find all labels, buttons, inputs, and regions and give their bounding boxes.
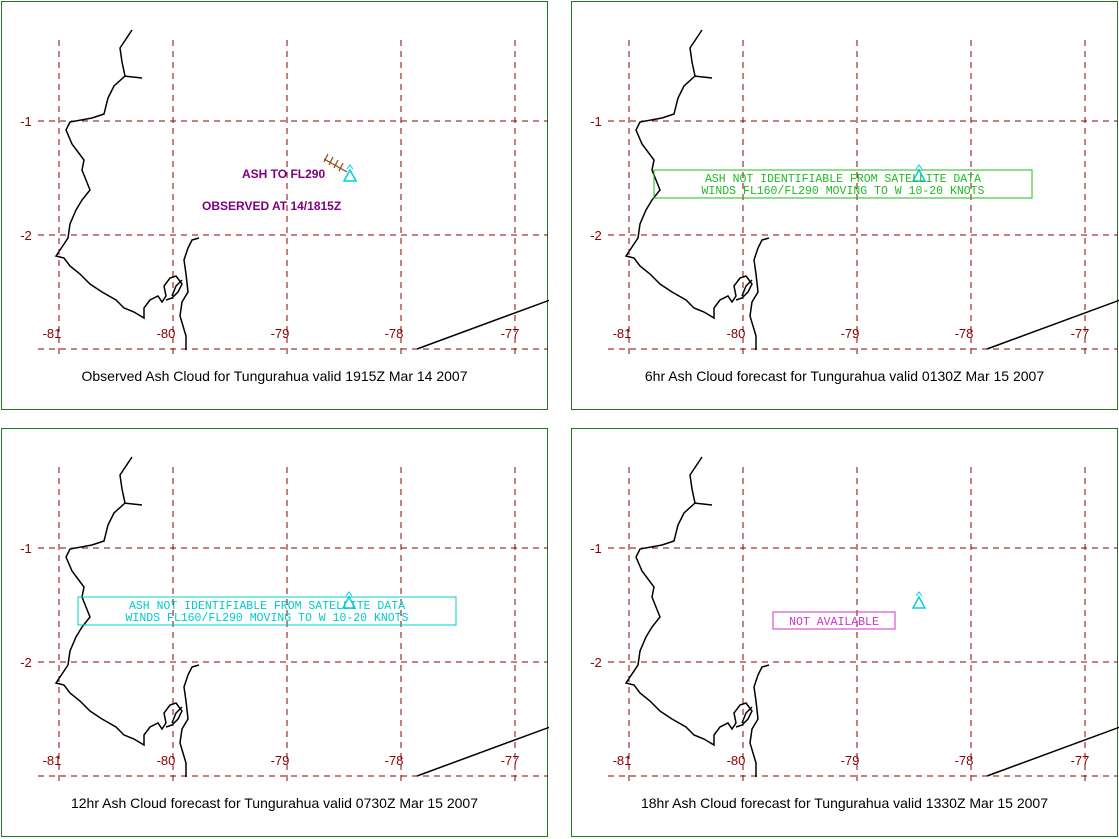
advisory-line-2: WINDS FL160/FL290 MOVING TO W 10-20 KNOT…	[126, 612, 409, 625]
lon-tick-label: -80	[157, 326, 176, 341]
coastline-path	[986, 726, 1119, 777]
panel-caption: 12hr Ash Cloud forecast for Tungurahua v…	[70, 795, 479, 811]
lon-tick-label: -77	[1071, 753, 1090, 768]
lat-tick-label: -2	[20, 655, 32, 670]
map-observed: -81 -80 -79 -78 -77 -1 -2 ASH TO FL290 OBSERVE…	[20, 29, 549, 354]
lon-tick-label: -79	[271, 326, 290, 341]
lon-tick-label: -80	[727, 326, 746, 341]
panel-caption: 18hr Ash Cloud forecast for Tungurahua v…	[640, 795, 1049, 811]
lat-tick-label: -2	[590, 655, 602, 670]
coastline-path	[416, 299, 549, 350]
tick-labels: -81 -80 -79 -78 -77 -1 -2	[590, 541, 1089, 768]
panel-caption: Observed Ash Cloud for Tungurahua valid …	[81, 368, 468, 384]
lon-tick-label: -79	[271, 753, 290, 768]
lat-lon-grid	[38, 467, 548, 781]
coastline-path	[416, 726, 549, 777]
panel-12hr: -81 -80 -79 -78 -77 -1 -2 ASH NOT IDENTIFIABLE…	[1, 428, 549, 837]
panel-18hr: -81 -80 -79 -78 -77 -1 -2 NOT AVAILABLE 18hr A…	[571, 428, 1119, 837]
lon-tick-label: -78	[955, 326, 974, 341]
ash-area-line	[323, 153, 348, 173]
tick-labels: -81 -80 -79 -78 -77 -1 -2	[590, 114, 1089, 341]
not-available-box	[772, 611, 896, 630]
lon-tick-label: -78	[385, 753, 404, 768]
tick-labels: -81 -80 -79 -78 -77 -1 -2	[20, 114, 519, 341]
advisory-line-2: WINDS FL160/FL290 MOVING TO W 10-20 KNOT…	[702, 185, 985, 198]
lon-tick-label: -77	[1071, 326, 1090, 341]
panel-caption: 6hr Ash Cloud forecast for Tungurahua va…	[644, 368, 1045, 384]
lat-lon-grid	[608, 467, 1118, 781]
volcano-icon	[342, 164, 358, 182]
lon-tick-label: -81	[613, 753, 632, 768]
advisory-box	[77, 596, 457, 626]
lat-lon-grid	[608, 40, 1118, 354]
observed-at-label: OBSERVED AT 14/1815Z	[202, 199, 341, 213]
volcano-icon	[341, 591, 357, 609]
lon-tick-label: -77	[501, 753, 520, 768]
coastline-path	[693, 502, 713, 506]
lon-tick-label: -81	[613, 326, 632, 341]
lon-tick-label: -79	[841, 326, 860, 341]
coastline-path	[624, 29, 753, 320]
coastline	[54, 29, 549, 350]
lat-tick-label: -1	[20, 114, 32, 129]
coastline	[624, 29, 1119, 350]
coastline-path	[741, 706, 753, 724]
map-18hr: -81 -80 -79 -78 -77 -1 -2 NOT AVAILABLE	[590, 456, 1119, 781]
coastline-path	[123, 502, 143, 506]
advisory-line-1: ASH NOT IDENTIFIABLE FROM SATELLITE DATA	[705, 173, 981, 186]
coastline-path	[171, 279, 183, 297]
coastline-path	[171, 706, 183, 724]
coastline-path	[123, 75, 143, 79]
lon-tick-label: -77	[501, 326, 520, 341]
volcano-icon	[911, 591, 927, 609]
lat-tick-label: -2	[20, 228, 32, 243]
coastline	[54, 456, 549, 777]
lat-tick-label: -1	[590, 541, 602, 556]
lon-tick-label: -81	[43, 753, 62, 768]
panel-observed: -81 -80 -79 -78 -77 -1 -2 ASH TO FL290 OBSERVE…	[1, 1, 549, 410]
lon-tick-label: -81	[43, 326, 62, 341]
lat-lon-grid	[38, 40, 548, 354]
coastline	[624, 456, 1119, 777]
coastline-path	[741, 279, 753, 297]
coastline-path	[179, 664, 200, 777]
coastline-path	[624, 456, 753, 747]
lat-tick-label: -1	[590, 114, 602, 129]
tick-labels: -81 -80 -79 -78 -77 -1 -2	[20, 541, 519, 768]
coastline-path	[54, 456, 183, 747]
coastline-path	[179, 237, 200, 350]
volcano-icon	[911, 164, 927, 182]
advisory-box	[653, 169, 1033, 199]
ash-to-fl290-label: ASH TO FL290	[242, 167, 325, 181]
coastline-path	[693, 75, 713, 79]
lat-tick-label: -1	[20, 541, 32, 556]
not-available-label: NOT AVAILABLE	[789, 616, 879, 629]
lon-tick-label: -79	[841, 753, 860, 768]
lon-tick-label: -78	[955, 753, 974, 768]
map-12hr: -81 -80 -79 -78 -77 -1 -2 ASH NOT IDENTIFIABLE…	[20, 456, 549, 781]
coastline-path	[749, 664, 770, 777]
coastline-path	[749, 237, 770, 350]
lon-tick-label: -78	[385, 326, 404, 341]
coastline-path	[986, 299, 1119, 350]
advisory-line-1: ASH NOT IDENTIFIABLE FROM SATELLITE DATA	[129, 600, 405, 613]
lon-tick-label: -80	[157, 753, 176, 768]
panel-6hr: -81 -80 -79 -78 -77 -1 -2 ASH NOT IDENTIFIABLE…	[571, 1, 1119, 410]
lat-tick-label: -2	[590, 228, 602, 243]
lon-tick-label: -80	[727, 753, 746, 768]
map-6hr: -81 -80 -79 -78 -77 -1 -2 ASH NOT IDENTIFIABLE…	[590, 29, 1119, 354]
coastline-path	[54, 29, 183, 320]
